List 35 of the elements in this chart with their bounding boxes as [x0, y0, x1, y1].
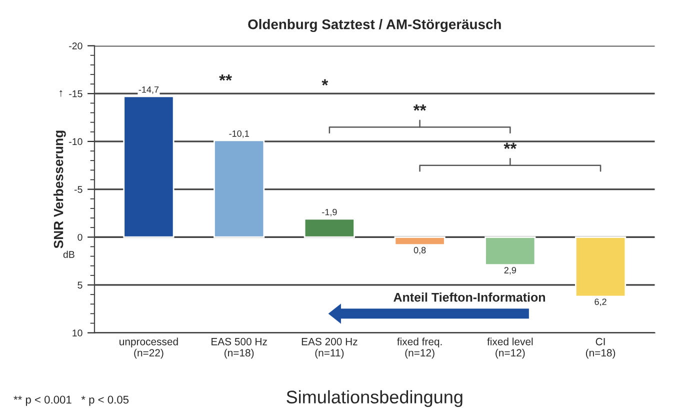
bar [394, 236, 446, 246]
annotation: * [322, 79, 328, 86]
data-label: -10,1 [229, 130, 249, 138]
text: ** p < 0.001 * p < 0.05 [14, 396, 129, 406]
text: ↑ [60, 90, 62, 97]
y-tick-label: -20 [69, 42, 82, 50]
y-tick-label: -15 [69, 90, 82, 98]
data-label: 0,8 [414, 246, 426, 254]
x-tick-label: CI (n=18) [586, 338, 616, 359]
annotation: ** [504, 142, 517, 149]
y-tick-label: 10 [72, 330, 82, 336]
annotation: ** [413, 104, 426, 111]
y-tick-label: -10 [69, 138, 82, 146]
y-tick-label: -5 [74, 186, 82, 193]
bar [574, 236, 626, 298]
x-axis-title: Simulationsbedingung [286, 390, 462, 408]
x-tick-label: unprocessed (n=22) [120, 338, 178, 359]
data-label: 6,2 [594, 298, 606, 306]
annotation: Anteil Tiefton-Information [394, 292, 546, 302]
y-tick-label: 5 [78, 282, 82, 289]
text: dB [63, 250, 74, 258]
bar [484, 236, 536, 266]
data-label: -14,7 [138, 86, 159, 94]
bar [304, 218, 355, 238]
x-tick-label: EAS 200 Hz (n=11) [302, 338, 358, 359]
data-label: -1,9 [322, 208, 337, 216]
y-axis-title: SNR Verbesserung [54, 130, 66, 248]
x-tick-label: fixed freq. (n=12) [397, 338, 442, 359]
data-label: 2,9 [504, 267, 516, 274]
x-tick-label: EAS 500 Hz (n=18) [212, 338, 267, 359]
annotation: ** [219, 74, 232, 81]
y-tick-label: 0 [78, 234, 82, 241]
chart-title: Oldenburg Satztest / AM-Störgeräusch [248, 19, 501, 32]
bar [214, 140, 265, 238]
x-tick-label: fixed level (n=12) [487, 338, 533, 359]
